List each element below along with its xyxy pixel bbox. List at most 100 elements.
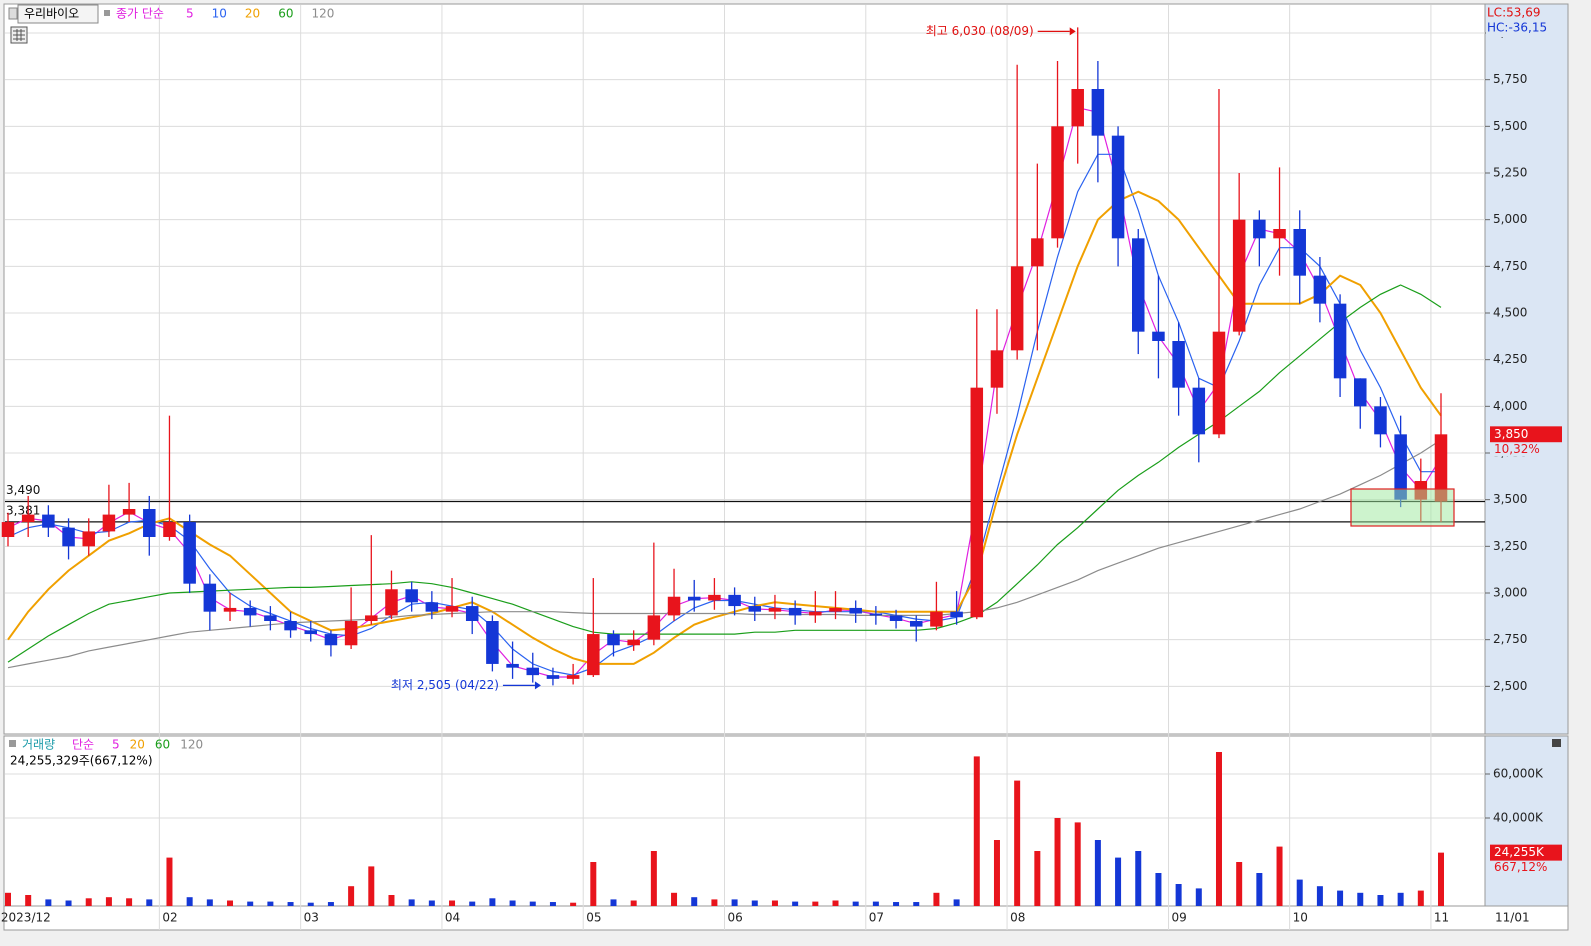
volume-bar <box>671 892 678 906</box>
volume-bar <box>1296 879 1303 906</box>
volume-bar <box>549 902 556 906</box>
volume-bar <box>570 902 577 906</box>
candle-body <box>546 675 560 679</box>
volume-bar <box>348 886 355 906</box>
y-tick-label: 4,000 <box>1493 399 1527 413</box>
change-label: 10,32% <box>1494 442 1540 456</box>
y-tick-label: 5,000 <box>1493 212 1527 226</box>
candle-body <box>889 615 903 621</box>
volume-bar <box>832 900 839 906</box>
candle-body <box>486 621 499 664</box>
legend-entry: 10 <box>212 7 227 21</box>
candle-body <box>970 387 984 618</box>
volume-bar <box>913 902 920 906</box>
y-tick-label: 3,500 <box>1493 492 1527 506</box>
volume-legend-entry: 20 <box>130 738 145 752</box>
y-tick-label: 5,750 <box>1493 72 1527 86</box>
candle-body <box>1253 219 1266 239</box>
y-tick-label: 5,250 <box>1493 166 1527 180</box>
candle-body <box>748 606 762 612</box>
volume-legend-entry: 120 <box>180 738 203 752</box>
volume-ma-label: 단순 <box>72 738 94 752</box>
volume-y-tick-label: 40,000K <box>1493 811 1544 825</box>
volume-bar <box>469 901 476 906</box>
volume-bar <box>1175 884 1182 906</box>
volume-bar <box>1256 873 1263 906</box>
y-tick-label: 5,500 <box>1493 119 1527 133</box>
volume-bar <box>126 898 133 906</box>
volume-bar <box>428 900 435 906</box>
volume-bar <box>247 901 254 906</box>
volume-bar <box>146 899 153 906</box>
x-tick-label: 11 <box>1434 911 1449 925</box>
volume-bar <box>1276 846 1283 906</box>
candle-body <box>42 514 55 528</box>
candle-body <box>1212 331 1226 435</box>
candle-body <box>465 606 479 621</box>
candle-body <box>1333 303 1347 379</box>
reference-label: 3,490 <box>6 483 40 497</box>
legend-entry: 60 <box>278 7 293 21</box>
volume-bar <box>1357 892 1364 906</box>
volume-bar <box>1316 886 1323 906</box>
x-axis-panel <box>3 905 1569 931</box>
highlight-box <box>1350 488 1455 527</box>
candle-body <box>243 607 257 616</box>
candle-body <box>284 621 297 631</box>
volume-bar <box>1195 888 1202 906</box>
candle-body <box>708 594 721 601</box>
candle-body <box>667 596 681 616</box>
volume-bar <box>5 892 11 906</box>
table-icon-lines <box>13 29 25 41</box>
candle-body <box>445 606 459 612</box>
volume-bar <box>368 866 375 906</box>
hc-label: HC:-36,15 <box>1487 21 1547 35</box>
candle-body <box>647 615 661 640</box>
candle-body <box>82 531 95 547</box>
candle-body <box>1232 219 1246 332</box>
candle-body <box>1111 135 1125 239</box>
volume-bar <box>933 892 940 906</box>
volume-bar <box>993 840 1000 906</box>
x-axis-end-label: 11/01 <box>1495 911 1530 925</box>
candle-body <box>849 607 862 614</box>
candle-body <box>183 522 196 584</box>
candle-body <box>909 621 923 627</box>
candle-body <box>1434 434 1448 502</box>
volume-bar <box>691 897 698 906</box>
volume-bar <box>1438 852 1444 906</box>
volume-bar <box>953 899 960 906</box>
candle-body <box>264 615 277 621</box>
low-annotation: 최저 2,505 (04/22) <box>391 678 499 692</box>
candle-body <box>21 514 35 523</box>
x-tick-label: 10 <box>1293 911 1308 925</box>
candle-body <box>1031 238 1044 267</box>
candle-body <box>1293 229 1306 276</box>
lc-label: LC:53,69 <box>1487 6 1540 20</box>
volume-ratio-label: 667,12% <box>1494 860 1547 874</box>
legend-icon <box>104 10 110 16</box>
stock-name-box[interactable] <box>17 4 99 24</box>
volume-bar <box>166 857 173 906</box>
candle-body <box>566 675 580 679</box>
x-tick-label: 04 <box>445 911 460 925</box>
x-tick-label: 2023/12 <box>1 911 51 925</box>
candle-body <box>1354 378 1367 407</box>
candle-body <box>1152 331 1165 341</box>
candle-body <box>607 634 620 646</box>
candle-body <box>869 613 883 616</box>
overlay-layer: 우리바이오 종가 단순 LC:53,69 HC:-36,15 거래량 단순 24… <box>8 4 1566 874</box>
close-icon[interactable] <box>1552 739 1561 747</box>
menu-icon[interactable] <box>8 7 18 20</box>
x-tick-label: 03 <box>304 911 319 925</box>
y-tick-label: 4,250 <box>1493 352 1527 366</box>
candle-body <box>425 602 439 612</box>
stock-name: 우리바이오 <box>24 7 79 21</box>
volume-bar <box>45 899 52 906</box>
candle-body <box>990 350 1004 388</box>
candle-body <box>788 607 802 616</box>
y-tick-label: 3,000 <box>1493 586 1527 600</box>
legend-entry: 20 <box>245 7 260 21</box>
